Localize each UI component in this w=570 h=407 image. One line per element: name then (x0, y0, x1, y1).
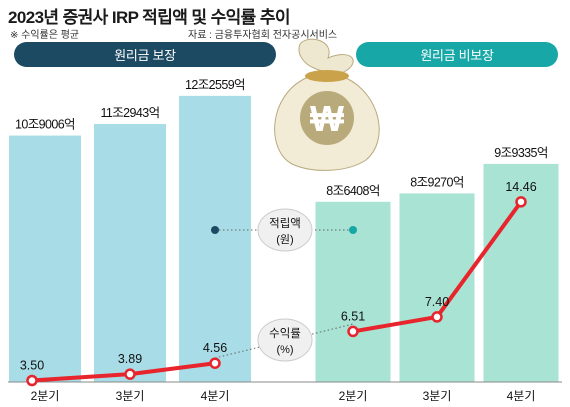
amount-legend-unit: (원) (276, 233, 293, 246)
return-point (515, 196, 527, 208)
source-note: 자료 : 금융투자협회 전자공시서비스 (188, 30, 338, 41)
amount-legend-bubble (257, 208, 313, 252)
money-bag-tie (305, 70, 349, 82)
return-value-label: 3.50 (20, 359, 44, 373)
return-point (347, 325, 359, 338)
won-symbol: ₩ (310, 98, 344, 139)
bar (399, 193, 475, 382)
return-value-label: 6.51 (341, 309, 365, 323)
average-note: ※ 수익률은 평균 (10, 30, 80, 41)
bar-value-label: 12조2559억 (185, 78, 245, 92)
bar-value-label: 8조6408억 (326, 184, 380, 198)
bar-value-label: 10조9006억 (15, 118, 75, 132)
category-label: 4분기 (507, 389, 536, 403)
return-value-label: 4.56 (203, 341, 227, 355)
money-bag-top (298, 38, 354, 74)
return-point (431, 311, 443, 323)
category-label: 3분기 (116, 389, 145, 403)
return-point (124, 368, 136, 380)
return-value-label: 14.46 (505, 180, 536, 194)
category-label: 3분기 (423, 389, 452, 403)
chart-title: 2023년 증권사 IRP 적립액 및 수익률 추이 (8, 8, 291, 27)
return-legend-unit: (%) (276, 344, 293, 356)
guaranteed-banner: 원리금 보장 (14, 42, 276, 67)
category-label: 2분기 (31, 389, 60, 403)
bar-value-label: 9조9335억 (494, 146, 548, 160)
amount-dot-guaranteed (211, 226, 219, 234)
amount-legend-label: 적립액 (269, 217, 301, 230)
return-value-label: 7.40 (425, 295, 449, 309)
return-legend-bubble (257, 318, 313, 362)
money-bag-icon: ₩ (274, 38, 380, 171)
category-label: 2분기 (339, 389, 368, 403)
return-point (209, 357, 221, 369)
nonguaranteed-banner: 원리금 비보장 (356, 42, 558, 67)
return-legend-label: 수익률 (269, 327, 301, 340)
bar-value-label: 8조9270억 (410, 175, 464, 189)
return-point (26, 374, 38, 387)
bar (179, 95, 251, 382)
won-coin (300, 91, 354, 145)
bar-value-label: 11조2943억 (101, 106, 160, 120)
bar (94, 124, 166, 383)
category-label: 4분기 (201, 389, 230, 403)
amount-dot-nonguaranteed (349, 226, 357, 234)
bar (9, 135, 81, 382)
return-value-label: 3.89 (118, 352, 142, 366)
